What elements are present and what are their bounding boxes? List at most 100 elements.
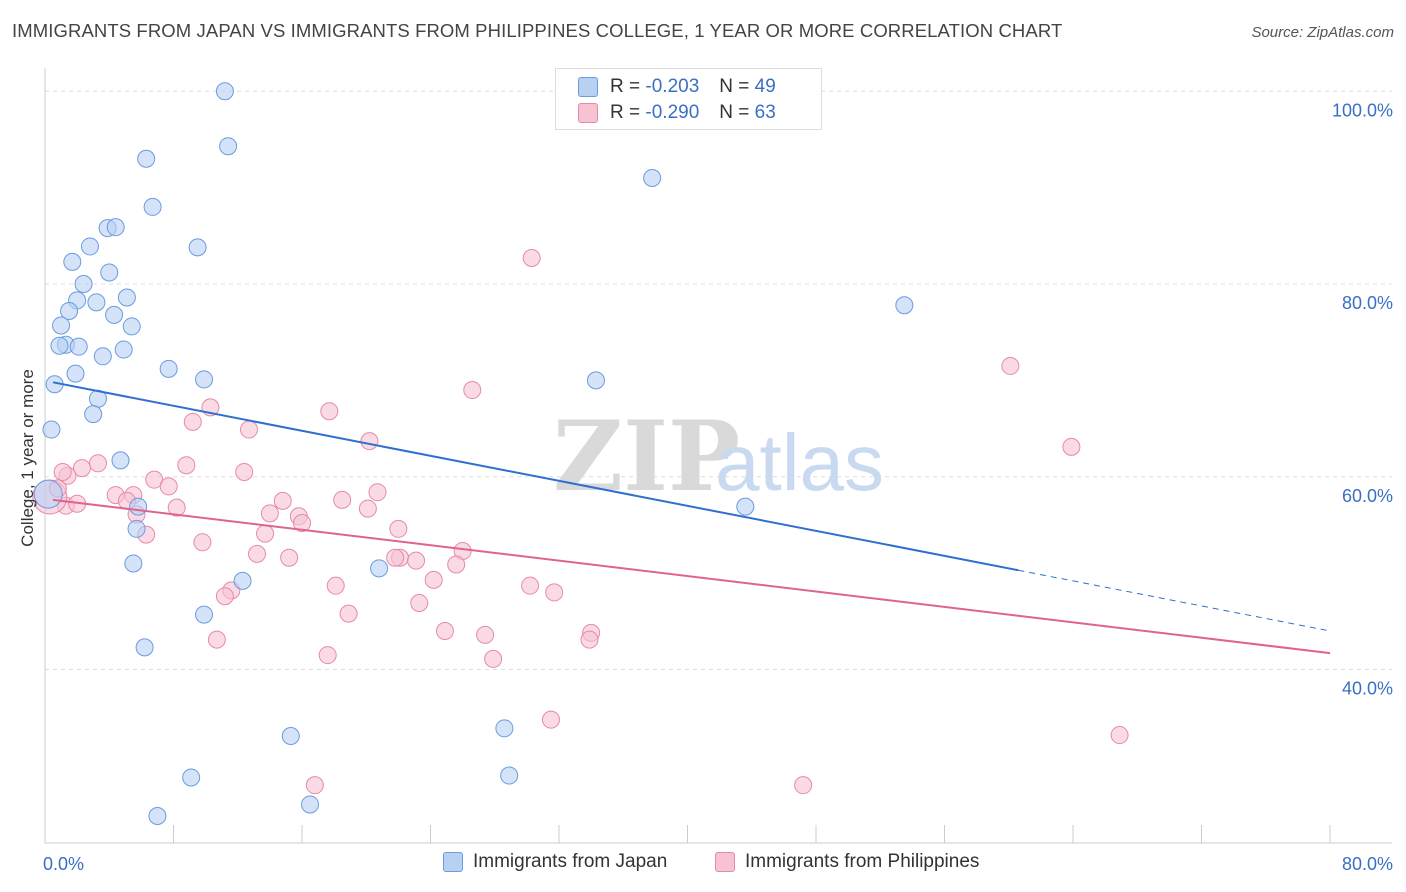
bottom-legend: Immigrants from Japan Immigrants from Ph…: [0, 851, 1406, 879]
philippines-point-54: [484, 649, 503, 668]
philippines-point-37: [386, 548, 405, 567]
philippines-point-55: [541, 710, 560, 729]
japan-point-17: [105, 305, 124, 324]
japan-point-27: [195, 370, 214, 389]
y-tick-label-2: 80.0%: [1342, 293, 1393, 313]
y-axis-label: College, 1 year or more: [18, 369, 37, 547]
philippines-n-value: 63: [754, 102, 776, 123]
philippines-r-label: R =: [610, 102, 641, 123]
japan-r-value: -0.203: [645, 76, 700, 97]
japan-point-43: [495, 719, 514, 738]
japan-point-39: [370, 559, 389, 578]
japan-point-31: [84, 405, 103, 424]
trend-lines: [52, 381, 1331, 655]
philippines-point-9: [89, 454, 108, 473]
japan-point-38: [233, 571, 252, 590]
y-tick-label-1: 60.0%: [1342, 486, 1393, 506]
philippines-point-47: [339, 604, 358, 623]
philippines-n-label: N =: [719, 102, 750, 123]
philippines-point-52: [580, 630, 599, 649]
philippines-point-1: [1001, 356, 1020, 375]
japan-point-21: [69, 337, 88, 356]
philippines-point-56: [1110, 726, 1129, 745]
japan-point-3: [643, 169, 662, 188]
axes: [44, 68, 1392, 844]
philippines-point-50: [476, 625, 495, 644]
philippines-point-6: [239, 420, 258, 439]
legend-item-japan[interactable]: Immigrants from Japan: [443, 851, 667, 873]
philippines-point-20: [273, 491, 292, 510]
philippines-point-23: [167, 498, 186, 517]
legend-item-philippines[interactable]: Immigrants from Philippines: [715, 851, 979, 873]
stats-row-japan: R = -0.203 N = 49: [578, 74, 776, 100]
philippines-point-41: [521, 576, 540, 595]
japan-trend-line: [52, 381, 1019, 572]
philippines-point-45: [215, 587, 234, 606]
japan-point-44: [182, 768, 201, 787]
japan-point-48: [33, 479, 63, 509]
philippines-point-44: [545, 583, 564, 602]
y-tick-label-0: 40.0%: [1342, 679, 1393, 699]
philippines-point-57: [305, 776, 324, 795]
philippines-point-51: [207, 630, 226, 649]
japan-point-24: [93, 347, 112, 366]
philippines-point-38: [407, 551, 426, 570]
philippines-point-5: [183, 412, 202, 431]
stats-row-philippines: R = -0.290 N = 63: [578, 100, 776, 126]
japan-point-11: [74, 275, 93, 294]
japan-point-9: [63, 252, 82, 271]
philippines-point-35: [280, 548, 299, 567]
japan-point-16: [60, 302, 79, 321]
japan-point-1: [219, 137, 238, 156]
japan-point-26: [66, 364, 85, 383]
watermark-atlas: atlas: [715, 418, 884, 507]
japan-point-33: [111, 451, 130, 470]
japan-point-10: [100, 263, 119, 282]
philippines-point-30: [256, 524, 275, 543]
legend-japan-swatch-icon: [443, 852, 463, 872]
philippines-point-11: [72, 459, 91, 478]
series-japan-points: [33, 82, 914, 826]
japan-point-42: [281, 727, 300, 746]
japan-n-value: 49: [754, 76, 776, 97]
japan-point-32: [42, 420, 61, 439]
philippines-point-24: [358, 499, 377, 518]
japan-point-7: [188, 238, 207, 257]
source-credit: Source: ZipAtlas.com: [1251, 24, 1394, 41]
japan-point-18: [52, 316, 71, 335]
tick-labels: 40.0% 60.0% 80.0% 100.0% 0.0% 80.0%: [43, 100, 1393, 874]
japan-point-34: [129, 497, 148, 516]
japan-point-40: [195, 605, 214, 624]
japan-r-label: R =: [610, 76, 641, 97]
japan-trend-extension: [1018, 569, 1331, 632]
japan-point-35: [736, 497, 755, 516]
philippines-point-21: [333, 490, 352, 509]
legend-philippines-label: Immigrants from Philippines: [745, 851, 980, 872]
legend-philippines-swatch-icon: [715, 852, 735, 872]
philippines-point-29: [389, 519, 408, 538]
philippines-point-15: [159, 477, 178, 496]
series-philippines-points: [32, 249, 1129, 795]
philippines-trend-line: [52, 498, 1331, 655]
japan-point-25: [159, 359, 178, 378]
philippines-point-58: [794, 776, 813, 795]
legend-japan-label: Immigrants from Japan: [473, 851, 668, 872]
philippines-point-48: [435, 621, 454, 640]
philippines-point-10: [177, 456, 196, 475]
philippines-point-7: [360, 432, 379, 451]
philippines-point-28: [293, 514, 311, 533]
stats-legend-box: R = -0.203 N = 49 R = -0.290 N = 63: [555, 68, 822, 130]
x-tick-label-1: 80.0%: [1342, 854, 1393, 874]
philippines-point-0: [522, 249, 541, 268]
philippines-point-40: [424, 570, 443, 589]
japan-point-8: [80, 237, 99, 256]
japan-point-2: [137, 149, 156, 168]
japan-point-28: [586, 371, 605, 390]
japan-point-4: [143, 197, 162, 216]
japan-point-46: [301, 795, 320, 814]
japan-point-13: [87, 293, 106, 312]
philippines-point-16: [368, 483, 387, 502]
japan-point-47: [148, 807, 167, 826]
japan-point-22: [50, 336, 69, 355]
